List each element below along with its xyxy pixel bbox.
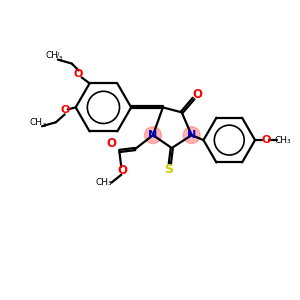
Text: N: N [187, 130, 196, 140]
Text: CH: CH [45, 51, 58, 60]
Text: /: / [57, 52, 59, 58]
Text: O: O [117, 164, 127, 177]
Text: O: O [106, 136, 116, 150]
Text: ₃: ₃ [58, 53, 62, 62]
Circle shape [183, 127, 200, 144]
Text: ₃: ₃ [42, 120, 46, 129]
Text: O: O [60, 105, 70, 116]
Text: CH₃: CH₃ [274, 136, 291, 145]
Text: CH: CH [30, 118, 43, 127]
Text: CH₃: CH₃ [95, 178, 112, 187]
Text: O: O [193, 88, 202, 101]
Text: O: O [261, 135, 271, 145]
Text: N: N [148, 130, 158, 140]
Text: O: O [74, 70, 83, 80]
Circle shape [145, 127, 161, 144]
Text: S: S [164, 163, 173, 176]
